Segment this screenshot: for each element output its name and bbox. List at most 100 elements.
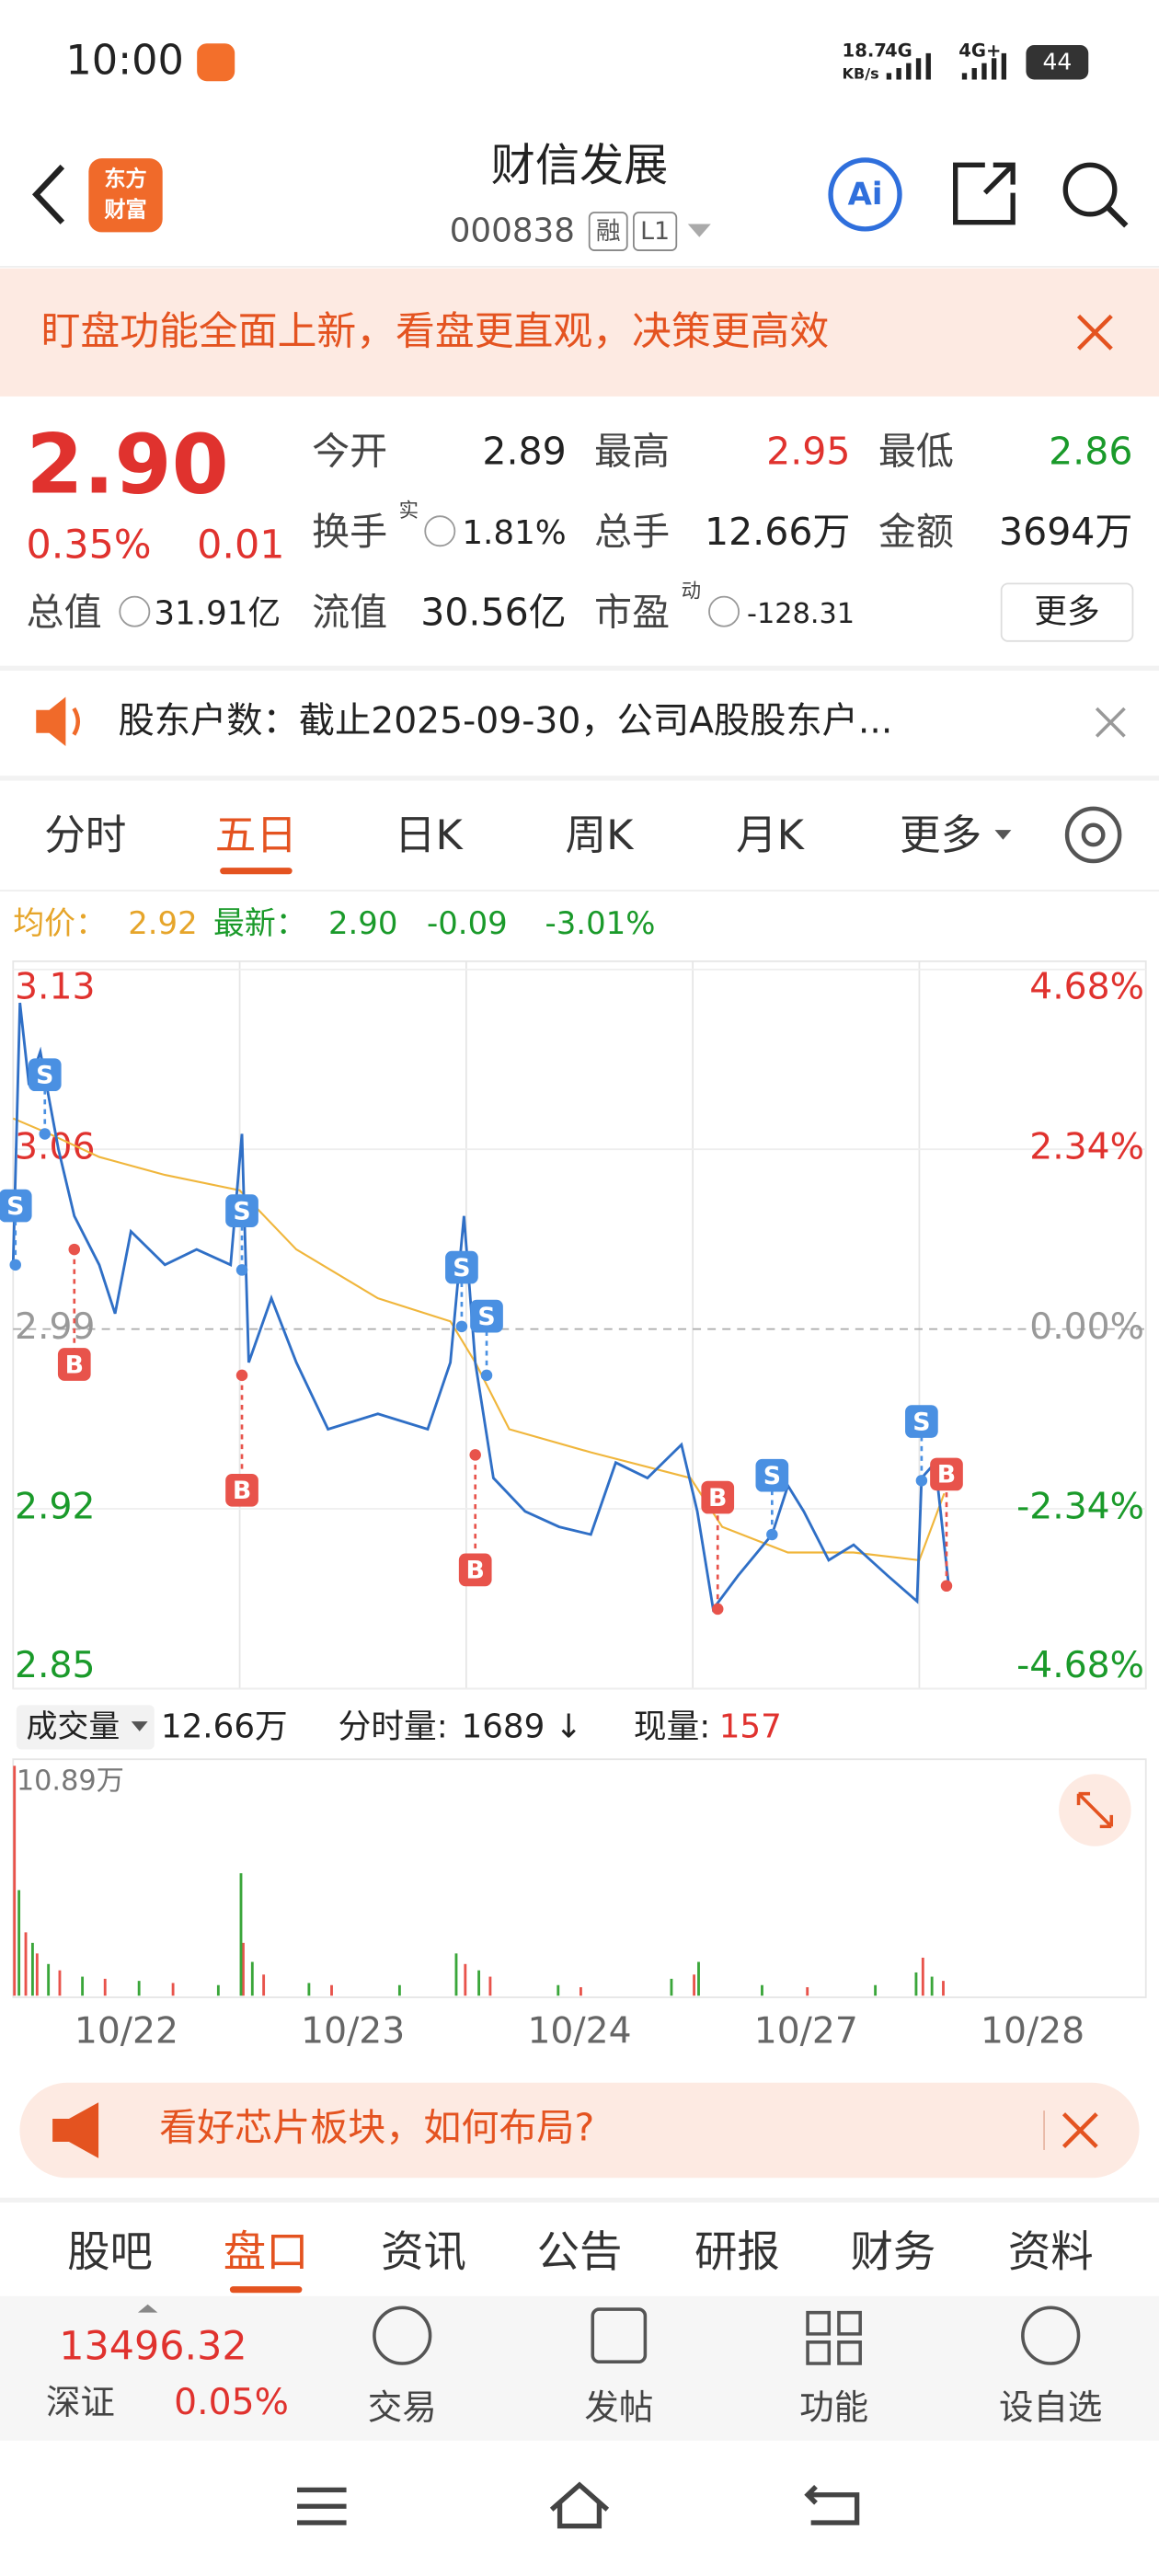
volume-bar	[58, 1970, 62, 1996]
volume-bar	[930, 1976, 934, 1996]
badge	[588, 212, 628, 251]
volume-bar	[464, 1963, 467, 1996]
volume-bar	[242, 1942, 245, 1996]
x-tick-label: 10/24	[527, 2011, 631, 2053]
ad-banner[interactable]	[19, 2082, 1140, 2179]
info-icon[interactable]	[424, 515, 456, 547]
trade-point	[39, 1128, 52, 1140]
price-line	[11, 1002, 950, 1613]
chart-tab[interactable]: 周K	[565, 811, 635, 859]
section-tab[interactable]: 盘口	[224, 2227, 309, 2277]
volume-bar	[103, 1978, 107, 1996]
expand-icon	[1076, 1791, 1114, 1829]
stat-label: 换手	[312, 510, 387, 554]
search-button[interactable]	[1062, 162, 1118, 217]
last-change-pct: -3.01%	[545, 905, 656, 941]
divider	[0, 665, 1159, 671]
section-tab[interactable]: 股吧	[67, 2227, 153, 2277]
stat-label: 总值	[27, 590, 102, 634]
trade-point	[766, 1528, 778, 1541]
footer-button[interactable]: 发帖	[584, 2386, 653, 2427]
logo-text: 东方	[104, 167, 146, 191]
home-button[interactable]	[549, 2481, 610, 2529]
ai-text: Ai	[848, 177, 883, 213]
chart-tab[interactable]: 更多	[900, 811, 981, 859]
footer-button[interactable]: 设自选	[999, 2386, 1102, 2427]
chart-tab[interactable]: 月K	[736, 811, 806, 859]
last-value: 2.90	[328, 905, 397, 941]
volume-bar	[330, 1984, 333, 1996]
chart-tab[interactable]: 五日	[215, 811, 297, 859]
section-tab[interactable]: 研报	[694, 2227, 780, 2277]
stat-label: 流值	[312, 590, 387, 634]
now-volume: 157	[719, 1708, 782, 1745]
section-tab[interactable]: 资讯	[381, 2227, 466, 2277]
y-tick-label: 3.13	[15, 967, 95, 1008]
close-button[interactable]	[1061, 2112, 1098, 2148]
trade-badge	[905, 1405, 938, 1438]
volume-bar	[30, 1942, 34, 1996]
volume-bar	[13, 1765, 17, 1996]
section-tab[interactable]: 公告	[537, 2227, 623, 2277]
dropdown[interactable]	[687, 224, 711, 237]
tab-underline	[220, 868, 293, 875]
x-tick-label: 10/22	[75, 2011, 178, 2053]
back-button[interactable]	[31, 164, 65, 224]
volume-bar	[761, 1984, 763, 1996]
volume-tick-label: 10.89万	[17, 1765, 124, 1798]
battery	[1026, 44, 1089, 80]
function-icon[interactable]	[806, 2310, 862, 2365]
ad-text: 看好芯片板块，如何布局?	[159, 2106, 594, 2150]
trade-label: B	[65, 1351, 84, 1379]
stat-label: 市盈	[594, 590, 670, 634]
volume-bar	[477, 1970, 481, 1996]
trade-icon[interactable]	[373, 2306, 432, 2365]
trade-badge	[470, 1299, 503, 1333]
trade-label: S	[453, 1254, 470, 1282]
volume-bar	[806, 1987, 809, 1996]
section-tab[interactable]: 财务	[850, 2227, 935, 2277]
trade-badge	[0, 1189, 32, 1223]
chart-tab[interactable]: 分时	[44, 811, 126, 859]
share-button[interactable]	[953, 162, 1016, 225]
footer-button[interactable]: 交易	[368, 2386, 437, 2427]
ai-button[interactable]	[828, 157, 902, 232]
volume-bar	[454, 1953, 458, 1996]
back-nav-button[interactable]	[804, 2484, 860, 2525]
signal-label: 4G	[885, 40, 912, 62]
stat-label: 最低	[878, 429, 954, 473]
watchlist-icon[interactable]	[1021, 2306, 1081, 2365]
info-icon[interactable]	[708, 595, 740, 627]
more-text: 更多	[1034, 592, 1099, 630]
trade-point	[480, 1369, 493, 1382]
chart-tabs: 分时 五日 日K 周K 月K 更多	[44, 811, 1012, 875]
menu-button[interactable]	[297, 2487, 347, 2525]
y2-tick-label: -2.34%	[1016, 1487, 1144, 1528]
trade-point	[915, 1475, 928, 1487]
banner[interactable]	[0, 268, 1159, 397]
trade-point	[711, 1603, 724, 1616]
volume-bar	[239, 1873, 243, 1996]
trade-point	[455, 1320, 468, 1333]
more-button[interactable]	[1000, 582, 1134, 642]
notice-text[interactable]: 股东户数：截止2025-09-30，公司A股股东户...	[118, 701, 892, 742]
trade-label: B	[937, 1461, 956, 1489]
volume-bar	[47, 1963, 51, 1996]
change-pct: 0.35%	[27, 523, 152, 569]
volume-selector[interactable]	[16, 1705, 155, 1750]
info-icon[interactable]	[119, 595, 151, 627]
signal-label: 4G+	[958, 40, 1001, 62]
volume-bar	[250, 1961, 254, 1996]
close-button[interactable]	[1076, 314, 1113, 351]
settings-button[interactable]	[1064, 806, 1122, 864]
footer-button[interactable]: 功能	[799, 2386, 868, 2427]
minute-volume-arrow: ↓	[555, 1708, 582, 1745]
expand-arrow[interactable]	[137, 2304, 158, 2313]
stat-label: 金额	[878, 510, 954, 554]
chart-tab[interactable]: 日K	[395, 811, 465, 859]
section-tab[interactable]: 资料	[1008, 2227, 1094, 2277]
post-icon[interactable]	[591, 2307, 648, 2363]
close-button[interactable]	[1095, 707, 1126, 738]
trade-label: B	[466, 1557, 485, 1585]
index-value[interactable]: 13496.32	[59, 2323, 247, 2369]
